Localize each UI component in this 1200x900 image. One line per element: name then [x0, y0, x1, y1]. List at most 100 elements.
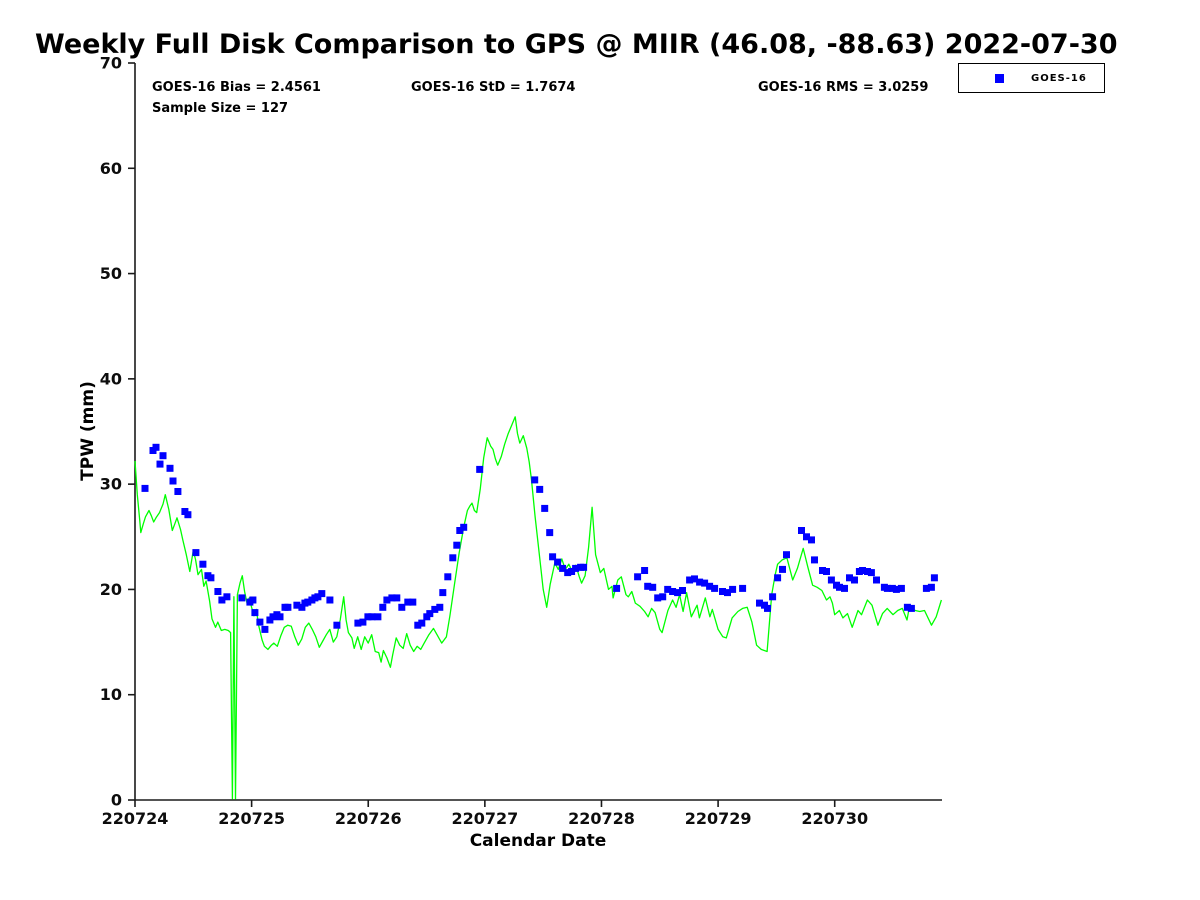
goes16-point: [554, 558, 562, 566]
goes16-point: [218, 596, 226, 604]
goes16-point: [779, 565, 786, 573]
goes16-point: [669, 588, 677, 595]
goes16-point: [238, 594, 246, 602]
x-tick-label: 220730: [801, 809, 868, 828]
x-tick-label: 220728: [568, 809, 635, 828]
goes16-point: [756, 599, 763, 607]
goes16-point: [864, 568, 871, 575]
goes16-point: [711, 584, 719, 592]
goes16-point: [388, 594, 396, 602]
goes16-point: [764, 604, 771, 612]
goes16-point: [897, 584, 905, 592]
goes16-legend-marker-icon: [995, 73, 1004, 83]
goes16-point: [930, 574, 938, 582]
goes16-point: [414, 621, 422, 629]
goes16-point: [166, 464, 174, 472]
legend-label: GOES-16: [1031, 72, 1087, 84]
y-axis-label: TPW (mm): [78, 381, 98, 481]
goes16-point: [907, 604, 915, 612]
goes16-point: [927, 583, 935, 591]
goes16-point: [318, 590, 326, 598]
goes16-point: [674, 589, 682, 597]
goes16-point: [798, 527, 805, 534]
stat-goes16-rms: GOES-16 RMS = 3.0259: [758, 80, 929, 95]
goes16-point: [549, 553, 557, 561]
x-axis-label: Calendar Date: [469, 831, 607, 851]
goes16-point: [841, 584, 848, 592]
gps-line: [134, 416, 943, 800]
goes16-point: [664, 585, 672, 593]
goes16-point: [867, 569, 875, 577]
x-tick-label: 220729: [685, 809, 752, 828]
goes16-point: [827, 576, 835, 584]
goes16-point: [568, 568, 576, 575]
stat-goes16-std: GOES-16 StD = 1.7674: [411, 80, 576, 95]
goes16-point: [169, 477, 177, 485]
goes16-point: [572, 564, 580, 572]
x-tick-label: 220725: [218, 809, 285, 828]
goes16-point: [701, 579, 709, 587]
goes16-point: [559, 564, 567, 572]
goes16-point: [383, 596, 391, 604]
goes16-point: [326, 596, 334, 604]
goes16-point: [404, 598, 412, 606]
goes16-point: [398, 603, 406, 611]
goes16-point: [439, 589, 447, 597]
y-tick-label: 20: [100, 580, 122, 599]
stat-goes16-bias: GOES-16 Bias = 2.4561: [152, 80, 321, 95]
legend-box: GOES-16: [958, 63, 1105, 93]
axes: [134, 63, 942, 801]
goes16-point: [883, 584, 891, 592]
goes16-point: [641, 567, 649, 574]
goes16-point: [456, 527, 464, 534]
goes16-point: [298, 603, 306, 611]
goes16-point: [152, 443, 160, 451]
goes16-point: [436, 603, 444, 611]
x-tick-label: 220726: [335, 809, 402, 828]
goes16-point: [634, 573, 642, 581]
goes16-point: [836, 583, 843, 591]
goes16-point: [922, 584, 930, 592]
goes16-point: [696, 578, 704, 586]
goes16-point: [276, 613, 284, 621]
y-tick-label: 70: [100, 54, 122, 73]
goes16-point: [476, 465, 484, 473]
goes16-point: [679, 587, 686, 594]
goes16-point: [199, 560, 207, 568]
goes16-point: [449, 554, 457, 562]
y-tick-label: 50: [100, 264, 122, 283]
goes16-point: [249, 596, 257, 604]
goes16-point: [724, 589, 731, 597]
y-tick-label: 0: [111, 791, 122, 810]
goes16-point: [174, 488, 182, 495]
goes16-point: [460, 523, 468, 531]
goes16-point: [546, 529, 554, 537]
goes16-point: [354, 619, 362, 627]
goes16-point: [314, 593, 322, 601]
goes16-point: [409, 598, 417, 606]
goes16-point: [156, 460, 164, 468]
goes16-point: [808, 536, 815, 544]
goes16-point: [691, 575, 698, 583]
goes16-point: [431, 605, 439, 613]
goes16-point: [256, 618, 264, 626]
goes16-point: [823, 568, 830, 575]
goes16-point: [803, 533, 810, 541]
goes16-point: [368, 613, 376, 621]
goes16-point: [214, 588, 222, 595]
x-tick-label: 220724: [102, 809, 169, 828]
goes16-point: [706, 582, 714, 590]
goes16-point: [873, 576, 880, 584]
goes16-point: [531, 476, 539, 484]
stat-sample-size: Sample Size = 127: [152, 101, 289, 116]
y-tick-label: 40: [100, 369, 122, 388]
goes16-point: [649, 583, 657, 591]
goes16-point: [333, 621, 341, 629]
goes16-point: [453, 541, 461, 549]
goes16-point: [659, 593, 667, 601]
goes16-point: [261, 625, 269, 633]
y-tick-label: 10: [100, 685, 122, 704]
goes16-point: [769, 593, 777, 601]
